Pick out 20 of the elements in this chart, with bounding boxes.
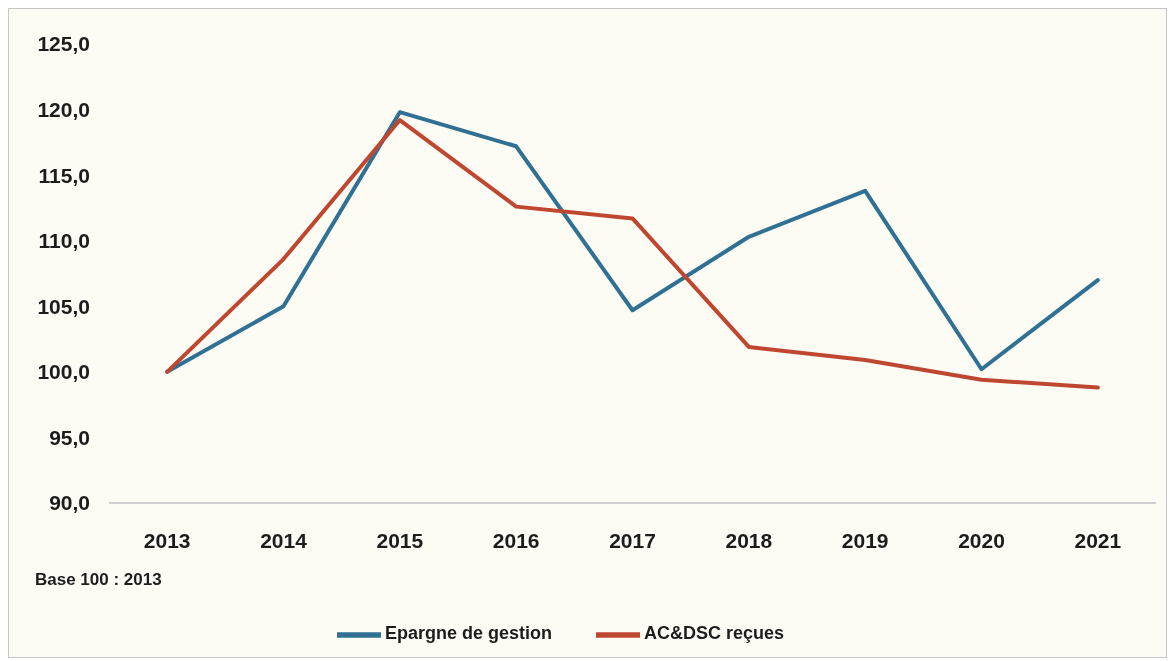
y-tick-label: 110,0: [38, 229, 90, 253]
x-tick-label: 2014: [260, 528, 308, 552]
y-tick-label: 100,0: [37, 360, 90, 384]
y-tick-label: 120,0: [37, 98, 90, 122]
y-tick-label: 105,0: [37, 294, 90, 318]
x-tick-label: 2019: [841, 528, 889, 552]
legend-label: AC&DSC reçues: [643, 623, 785, 644]
y-tick-label: 90,0: [49, 491, 90, 515]
text: Base 100 : 2013: [35, 570, 162, 590]
legend-label: Epargne de gestion: [384, 623, 552, 644]
y-tick-label: 95,0: [49, 425, 90, 449]
y-tick-label: 115,0: [38, 163, 90, 187]
x-tick-label: 2017: [609, 528, 656, 552]
x-tick-label: 2021: [1074, 528, 1122, 552]
x-tick-label: 2016: [492, 528, 540, 552]
x-tick-label: 2013: [143, 528, 191, 552]
x-tick-label: 2018: [725, 528, 773, 552]
x-tick-label: 2020: [958, 528, 1005, 552]
y-tick-label: 125,0: [37, 32, 90, 56]
x-tick-label: 2015: [376, 528, 424, 552]
